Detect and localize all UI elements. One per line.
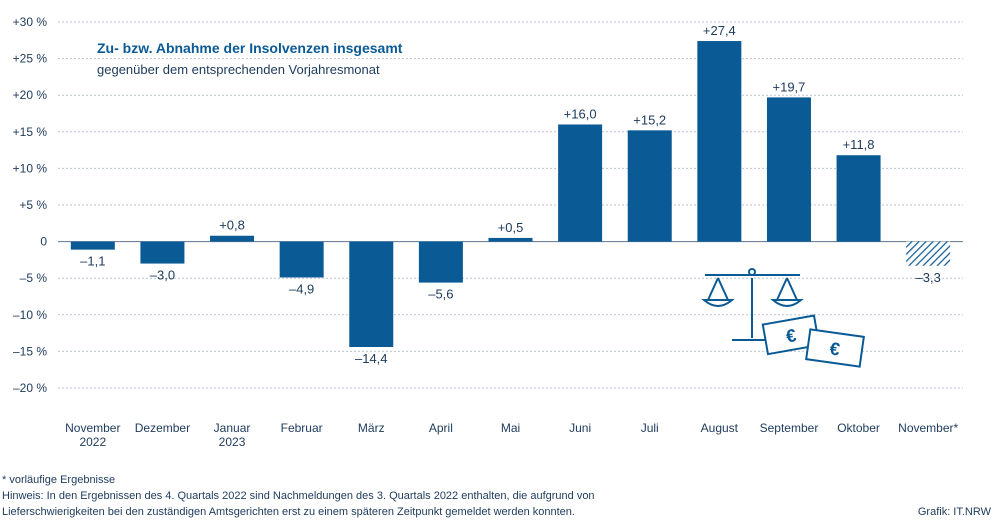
data-label: –14,4 xyxy=(355,351,388,366)
x-tick-label: Oktober xyxy=(837,421,880,435)
data-label: –3,3 xyxy=(916,270,941,285)
bars xyxy=(70,41,951,348)
euro-banknote-icon: € € xyxy=(761,314,865,368)
bar xyxy=(697,41,742,242)
x-tick-label: Juni xyxy=(569,421,591,435)
bar xyxy=(418,241,463,283)
y-tick-label: +30 % xyxy=(13,15,48,29)
data-label: –1,1 xyxy=(80,254,105,269)
bar xyxy=(558,124,603,242)
data-label: +11,8 xyxy=(843,137,875,152)
y-tick-label: –20 % xyxy=(13,381,47,395)
data-label: +15,2 xyxy=(633,112,666,127)
bar xyxy=(279,241,324,278)
footnote-hint-line2: Lieferschwierigkeiten bei den zuständige… xyxy=(2,506,575,518)
euro-symbol: € xyxy=(784,325,797,346)
data-label: –3,0 xyxy=(150,268,175,283)
data-label: –5,6 xyxy=(428,287,453,302)
data-label: +0,8 xyxy=(219,218,245,233)
y-tick-label: –5 % xyxy=(20,271,48,285)
grid-lines xyxy=(58,21,963,389)
bar xyxy=(836,155,881,242)
data-label: +27,4 xyxy=(703,23,736,38)
y-tick-label: +15 % xyxy=(13,125,48,139)
x-tick-label: November 2022 xyxy=(65,421,120,449)
x-tick-label: Juli xyxy=(641,421,659,435)
bar xyxy=(906,241,951,266)
y-tick-label: 0 xyxy=(40,235,47,249)
data-label: +16,0 xyxy=(564,106,597,121)
bar xyxy=(488,237,533,242)
bar xyxy=(210,235,255,242)
x-tick-label: August xyxy=(701,421,739,435)
x-axis-tick-labels: November 2022 Dezember Januar 2023 Februar Mär… xyxy=(65,421,958,449)
data-label: +19,7 xyxy=(773,79,806,94)
chart-subtitle: gegenüber dem entsprechenden Vorjahresmo… xyxy=(97,62,380,77)
x-tick-label: September xyxy=(760,421,819,435)
y-axis-tick-labels: +30 % +25 % +20 % +15 % +10 % +5 % 0 –5 % –10 % –… xyxy=(13,15,48,395)
y-tick-label: –10 % xyxy=(13,308,47,322)
footnote-hint-line1: Hinweis: In den Ergebnissen des 4. Quart… xyxy=(2,490,595,502)
chart-title: Zu- bzw. Abnahme der Insolvenzen insgesa… xyxy=(97,40,403,56)
bar xyxy=(140,241,185,264)
data-label: –4,9 xyxy=(289,281,314,296)
y-tick-label: –15 % xyxy=(13,344,47,358)
y-tick-label: +5 % xyxy=(19,198,47,212)
bar xyxy=(627,130,672,242)
x-tick-label: März xyxy=(358,421,385,435)
source-credit: Grafik: IT.NRW xyxy=(917,506,991,518)
x-tick-label: Februar xyxy=(281,421,323,435)
y-tick-label: +10 % xyxy=(13,161,48,175)
x-tick-label: Mai xyxy=(501,421,520,435)
x-tick-label: Januar 2023 xyxy=(214,421,251,449)
bar xyxy=(766,97,811,242)
x-tick-label: April xyxy=(429,421,453,435)
scales-icon xyxy=(701,268,804,341)
footnote-provisional: * vorläufige Ergebnisse xyxy=(2,474,116,486)
x-tick-label: November* xyxy=(898,421,958,435)
x-tick-label: Dezember xyxy=(135,421,190,435)
y-tick-label: +20 % xyxy=(13,88,48,102)
data-label: +0,5 xyxy=(498,220,524,235)
bar xyxy=(349,241,394,348)
data-labels: –1,1 –3,0 +0,8 –4,9 –14,4 –5,6 +0,5 +16,0 +15,2 +… xyxy=(80,23,941,366)
bar xyxy=(70,241,115,250)
euro-symbol: € xyxy=(829,338,842,359)
y-tick-label: +25 % xyxy=(13,52,48,66)
